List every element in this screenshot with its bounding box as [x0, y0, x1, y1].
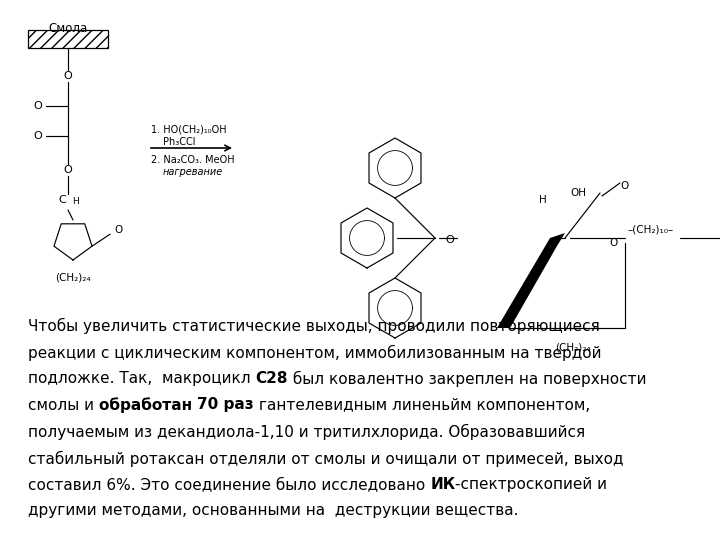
Text: O: O [63, 165, 73, 175]
Text: 2. Na₂CO₃. MeOH: 2. Na₂CO₃. MeOH [151, 155, 235, 165]
Text: O: O [609, 238, 617, 248]
Bar [28, 30, 108, 48]
Text: 1. HO(CH₂)₁₀OH: 1. HO(CH₂)₁₀OH [151, 125, 227, 135]
Text: OH: OH [570, 188, 586, 198]
Text: реакции с циклическим компонентом, иммобилизованным на твердой: реакции с циклическим компонентом, иммоб… [28, 345, 601, 361]
Text: (CH₂)₂₄: (CH₂)₂₄ [555, 343, 590, 353]
Text: подложке. Так,  макроцикл: подложке. Так, макроцикл [28, 371, 256, 386]
Text: O: O [34, 131, 42, 141]
Text: 70 раз: 70 раз [197, 397, 254, 413]
Text: обработан: обработан [99, 397, 197, 413]
Text: смолы и: смолы и [28, 397, 99, 413]
Text: C: C [58, 195, 66, 205]
Polygon shape [497, 233, 565, 328]
Text: С28: С28 [256, 371, 288, 386]
Text: O: O [63, 71, 73, 81]
Text: O: O [34, 101, 42, 111]
Text: Ph₃CCl: Ph₃CCl [163, 137, 196, 147]
Text: (CH₂)₂₄: (CH₂)₂₄ [55, 272, 91, 282]
Text: H: H [539, 195, 547, 205]
Text: был ковалентно закреплен на поверхности: был ковалентно закреплен на поверхности [288, 371, 647, 387]
Text: составил 6%. Это соединение было исследовано: составил 6%. Это соединение было исследо… [28, 477, 430, 492]
Text: O: O [446, 235, 454, 245]
Text: H: H [72, 198, 78, 206]
Text: нагревание: нагревание [163, 167, 223, 177]
Text: –(CH₂)₁₀–: –(CH₂)₁₀– [627, 225, 673, 235]
Text: ИК: ИК [430, 477, 455, 492]
Text: O: O [114, 225, 122, 235]
Text: другими методами, основанными на  деструкции вещества.: другими методами, основанными на деструк… [28, 503, 518, 518]
Text: получаемым из декандиола-1,10 и тритилхлорида. Образовавшийся: получаемым из декандиола-1,10 и тритилхл… [28, 424, 585, 440]
Text: стабильный ротаксан отделяли от смолы и очищали от примесей, выход: стабильный ротаксан отделяли от смолы и … [28, 450, 624, 467]
Text: O: O [620, 181, 629, 191]
Text: -спектроскопией и: -спектроскопией и [455, 477, 608, 492]
Text: Смола: Смола [48, 22, 88, 35]
Text: Чтобы увеличить статистические выходы, проводили повторяющиеся: Чтобы увеличить статистические выходы, п… [28, 318, 600, 334]
Text: гантелевидным линеньйм компонентом,: гантелевидным линеньйм компонентом, [254, 397, 590, 413]
